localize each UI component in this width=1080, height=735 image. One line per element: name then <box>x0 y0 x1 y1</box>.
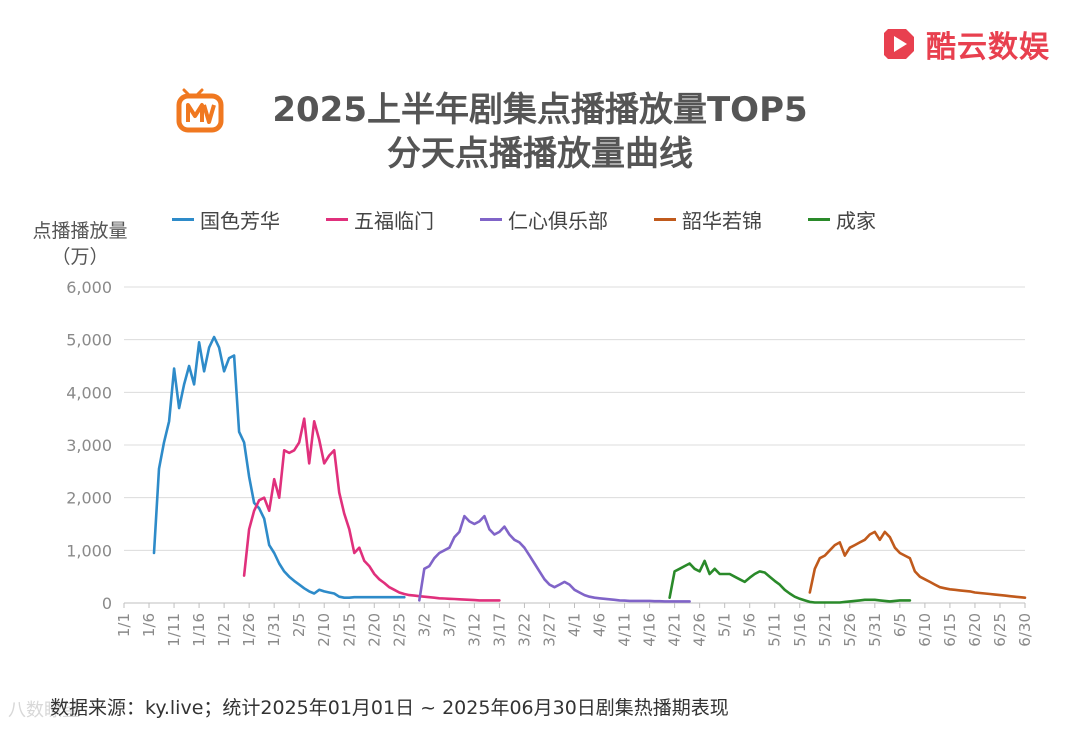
x-tick-label: 5/26 <box>841 613 859 647</box>
x-tick-label: 5/31 <box>866 613 884 647</box>
x-tick-label: 2/20 <box>365 613 383 647</box>
legend-swatch-3 <box>654 218 676 221</box>
x-tick-label: 5/6 <box>741 613 759 637</box>
chart-legend: 国色芳华 五福临门 仁心俱乐部 韶华若锦 成家 <box>172 205 922 234</box>
x-tick-label: 5/1 <box>716 613 734 637</box>
chart-title-line2: 分天点播播放量曲线 <box>387 134 693 174</box>
watermark: 八数瞭望 <box>8 700 80 721</box>
series-line-2 <box>417 514 691 603</box>
legend-label-1: 五福临门 <box>354 209 434 233</box>
x-tick-label: 1/21 <box>215 613 233 647</box>
x-tick-label: 1/26 <box>240 613 258 647</box>
x-tick-label: 1/11 <box>165 613 183 647</box>
brand-name: 酷云数娱 <box>926 30 1050 65</box>
brand-logo: 酷云数娱 <box>880 22 1050 66</box>
legend-item-0: 国色芳华 <box>172 205 280 234</box>
legend-label-2: 仁心俱乐部 <box>508 209 608 233</box>
legend-item-4: 成家 <box>808 205 876 234</box>
x-tick-label: 4/21 <box>666 613 684 647</box>
x-tick-label: 6/30 <box>1016 613 1034 647</box>
x-tick-label: 3/12 <box>465 613 483 647</box>
legend-item-2: 仁心俱乐部 <box>480 205 608 234</box>
mango-tv-icon <box>176 88 224 133</box>
series-line-4 <box>668 559 912 604</box>
data-source-note: 数据来源：ky.live；统计2025年01月01日 ~ 2025年06月30日… <box>50 697 729 719</box>
x-tick-label: 5/11 <box>766 613 784 647</box>
mango-tv-logo <box>176 88 224 138</box>
legend-swatch-2 <box>480 218 502 221</box>
x-tick-label: 6/10 <box>916 613 934 647</box>
series-line-0 <box>152 335 406 600</box>
legend-swatch-1 <box>326 218 348 221</box>
x-tick-label: 2/15 <box>340 613 358 647</box>
y-tick-label: 0 <box>102 594 112 613</box>
x-tick-label: 5/16 <box>791 613 809 647</box>
x-tick-label: 1/6 <box>140 613 158 637</box>
y-tick-label: 1,000 <box>66 541 112 560</box>
x-tick-label: 1/16 <box>190 613 208 647</box>
series-line-1 <box>242 417 501 602</box>
x-tick-label: 3/7 <box>440 613 458 637</box>
chart-title-line1: 2025上半年剧集点播播放量TOP5 <box>272 90 808 130</box>
x-tick-label: 1/1 <box>115 613 133 637</box>
x-tick-label: 6/15 <box>941 613 959 647</box>
x-tick-label: 4/11 <box>616 613 634 647</box>
legend-item-1: 五福临门 <box>326 205 434 234</box>
legend-label-0: 国色芳华 <box>200 209 280 233</box>
y-axis-label: 点播播放量 （万） <box>28 218 132 270</box>
x-tick-label: 6/20 <box>966 613 984 647</box>
x-tick-label: 6/5 <box>891 613 909 637</box>
x-tick-label: 3/17 <box>490 613 508 647</box>
x-tick-label: 4/1 <box>566 613 584 637</box>
y-axis-label-line1: 点播播放量 <box>32 220 128 242</box>
y-tick-label: 5,000 <box>66 331 112 350</box>
x-tick-label: 2/10 <box>315 613 333 647</box>
y-tick-label: 4,000 <box>66 383 112 402</box>
x-tick-label: 2/5 <box>290 613 308 637</box>
x-tick-label: 4/16 <box>641 613 659 647</box>
x-tick-label: 5/21 <box>816 613 834 647</box>
x-tick-label: 6/25 <box>991 613 1009 647</box>
x-tick-label: 2/25 <box>390 613 408 647</box>
legend-swatch-4 <box>808 218 830 221</box>
legend-label-3: 韶华若锦 <box>682 209 762 233</box>
x-tick-label: 3/27 <box>540 613 558 647</box>
y-tick-label: 3,000 <box>66 436 112 455</box>
play-logo-icon <box>884 29 914 59</box>
x-tick-label: 4/6 <box>591 613 609 637</box>
x-tick-label: 1/31 <box>265 613 283 647</box>
legend-label-4: 成家 <box>836 209 876 233</box>
y-tick-label: 6,000 <box>66 278 112 297</box>
series-line-3 <box>808 530 1027 600</box>
x-tick-label: 3/2 <box>415 613 433 637</box>
x-tick-label: 4/26 <box>691 613 709 647</box>
chart-title: 2025上半年剧集点播播放量TOP5 分天点播播放量曲线 <box>0 88 1080 176</box>
x-tick-label: 3/22 <box>515 613 533 647</box>
legend-swatch-0 <box>172 218 194 221</box>
legend-item-3: 韶华若锦 <box>654 205 762 234</box>
y-axis-label-line2: （万） <box>51 246 109 268</box>
y-tick-label: 2,000 <box>66 489 112 508</box>
